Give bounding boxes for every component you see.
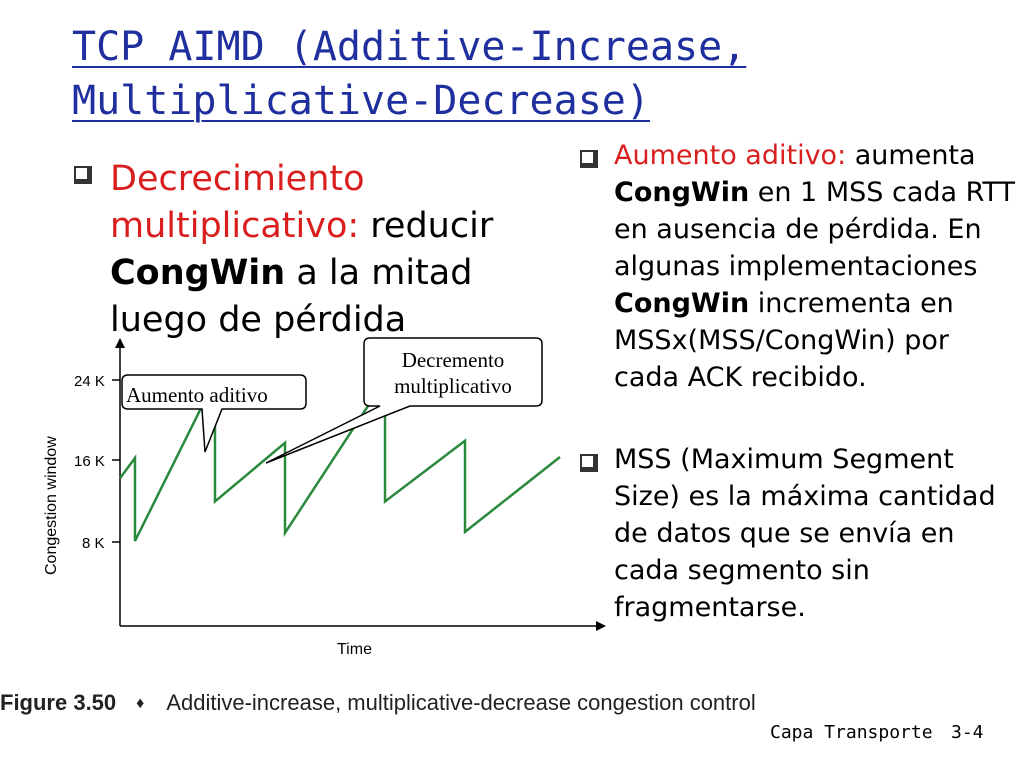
right-bullet-1-text-a: aumenta [846, 140, 976, 171]
left-bullet-text-a: reducir [359, 206, 494, 246]
bullet-checkbox-icon [580, 454, 598, 472]
chart-axes [115, 338, 606, 631]
right-bullet-1-text-c: incrementa en MSSx(MSS/CongWin) por cada… [614, 288, 954, 393]
right-bullet-1: Aumento aditivo: aumenta CongWin en 1 MS… [614, 137, 1019, 396]
callout-additive-bubble [121, 374, 307, 453]
slide-title: TCP AIMD (Additive-Increase, Multiplicat… [72, 20, 972, 128]
left-bullet-text: Decrecimiento multiplicativo: reducir Co… [110, 156, 570, 344]
y-ticks: 24 K 16 K 8 K [74, 373, 120, 552]
right-bullet-1-bold-a: CongWin [614, 177, 750, 208]
aimd-chart: 24 K 16 K 8 K Congestion window Time Aum… [43, 337, 606, 658]
callout-multiplicative: Decremento multiplicativo [265, 337, 543, 464]
right-bullet-1-highlight: Aumento aditivo: [614, 140, 847, 171]
footer-section-name: Capa Transporte [770, 722, 933, 743]
title-line-1: TCP AIMD (Additive-Increase, [72, 24, 747, 70]
bullet-checkbox-icon [580, 150, 598, 168]
right-bullet-2: MSS (Maximum Segment Size) es la máxima … [614, 444, 996, 623]
left-bullet-highlight: Decrecimiento multiplicativo: [110, 159, 365, 246]
figure-number: Figure 3.50 [0, 690, 117, 715]
x-axis-label: Time [337, 641, 372, 658]
left-bullet-bold: CongWin [110, 253, 286, 293]
bullet-checkbox-icon [74, 166, 92, 184]
callout-multiplicative-line-2: multiplicativo [394, 374, 512, 398]
left-bullet-text-b: a la mitad luego de pérdida [110, 253, 473, 340]
diamond-icon: ♦ [136, 695, 145, 712]
callout-additive-text: Aumento aditivo [126, 383, 268, 407]
y-tick-label: 24 K [74, 373, 105, 390]
figure-caption-text: Additive-increase, multiplicative-decrea… [166, 690, 756, 715]
figure-caption: Figure 3.50 ♦ Additive-increase, multiplic… [0, 690, 760, 716]
y-tick-label: 16 K [74, 453, 105, 470]
congestion-window-line [118, 375, 561, 542]
callout-multiplicative-line-1: Decremento [402, 348, 505, 372]
title-line-2: Multiplicative-Decrease) [72, 78, 650, 124]
right-bullet-1-text-b: en 1 MSS cada RTT en ausencia de pérdida… [614, 177, 1015, 282]
y-tick-label: 8 K [82, 535, 105, 552]
footer-page-number: 3-4 [951, 722, 984, 743]
right-bullet-1-bold-b: CongWin [614, 288, 750, 319]
callout-multiplicative-bubble [265, 337, 543, 464]
callout-additive: Aumento aditivo [121, 374, 307, 453]
y-axis-label: Congestion window [43, 436, 60, 575]
